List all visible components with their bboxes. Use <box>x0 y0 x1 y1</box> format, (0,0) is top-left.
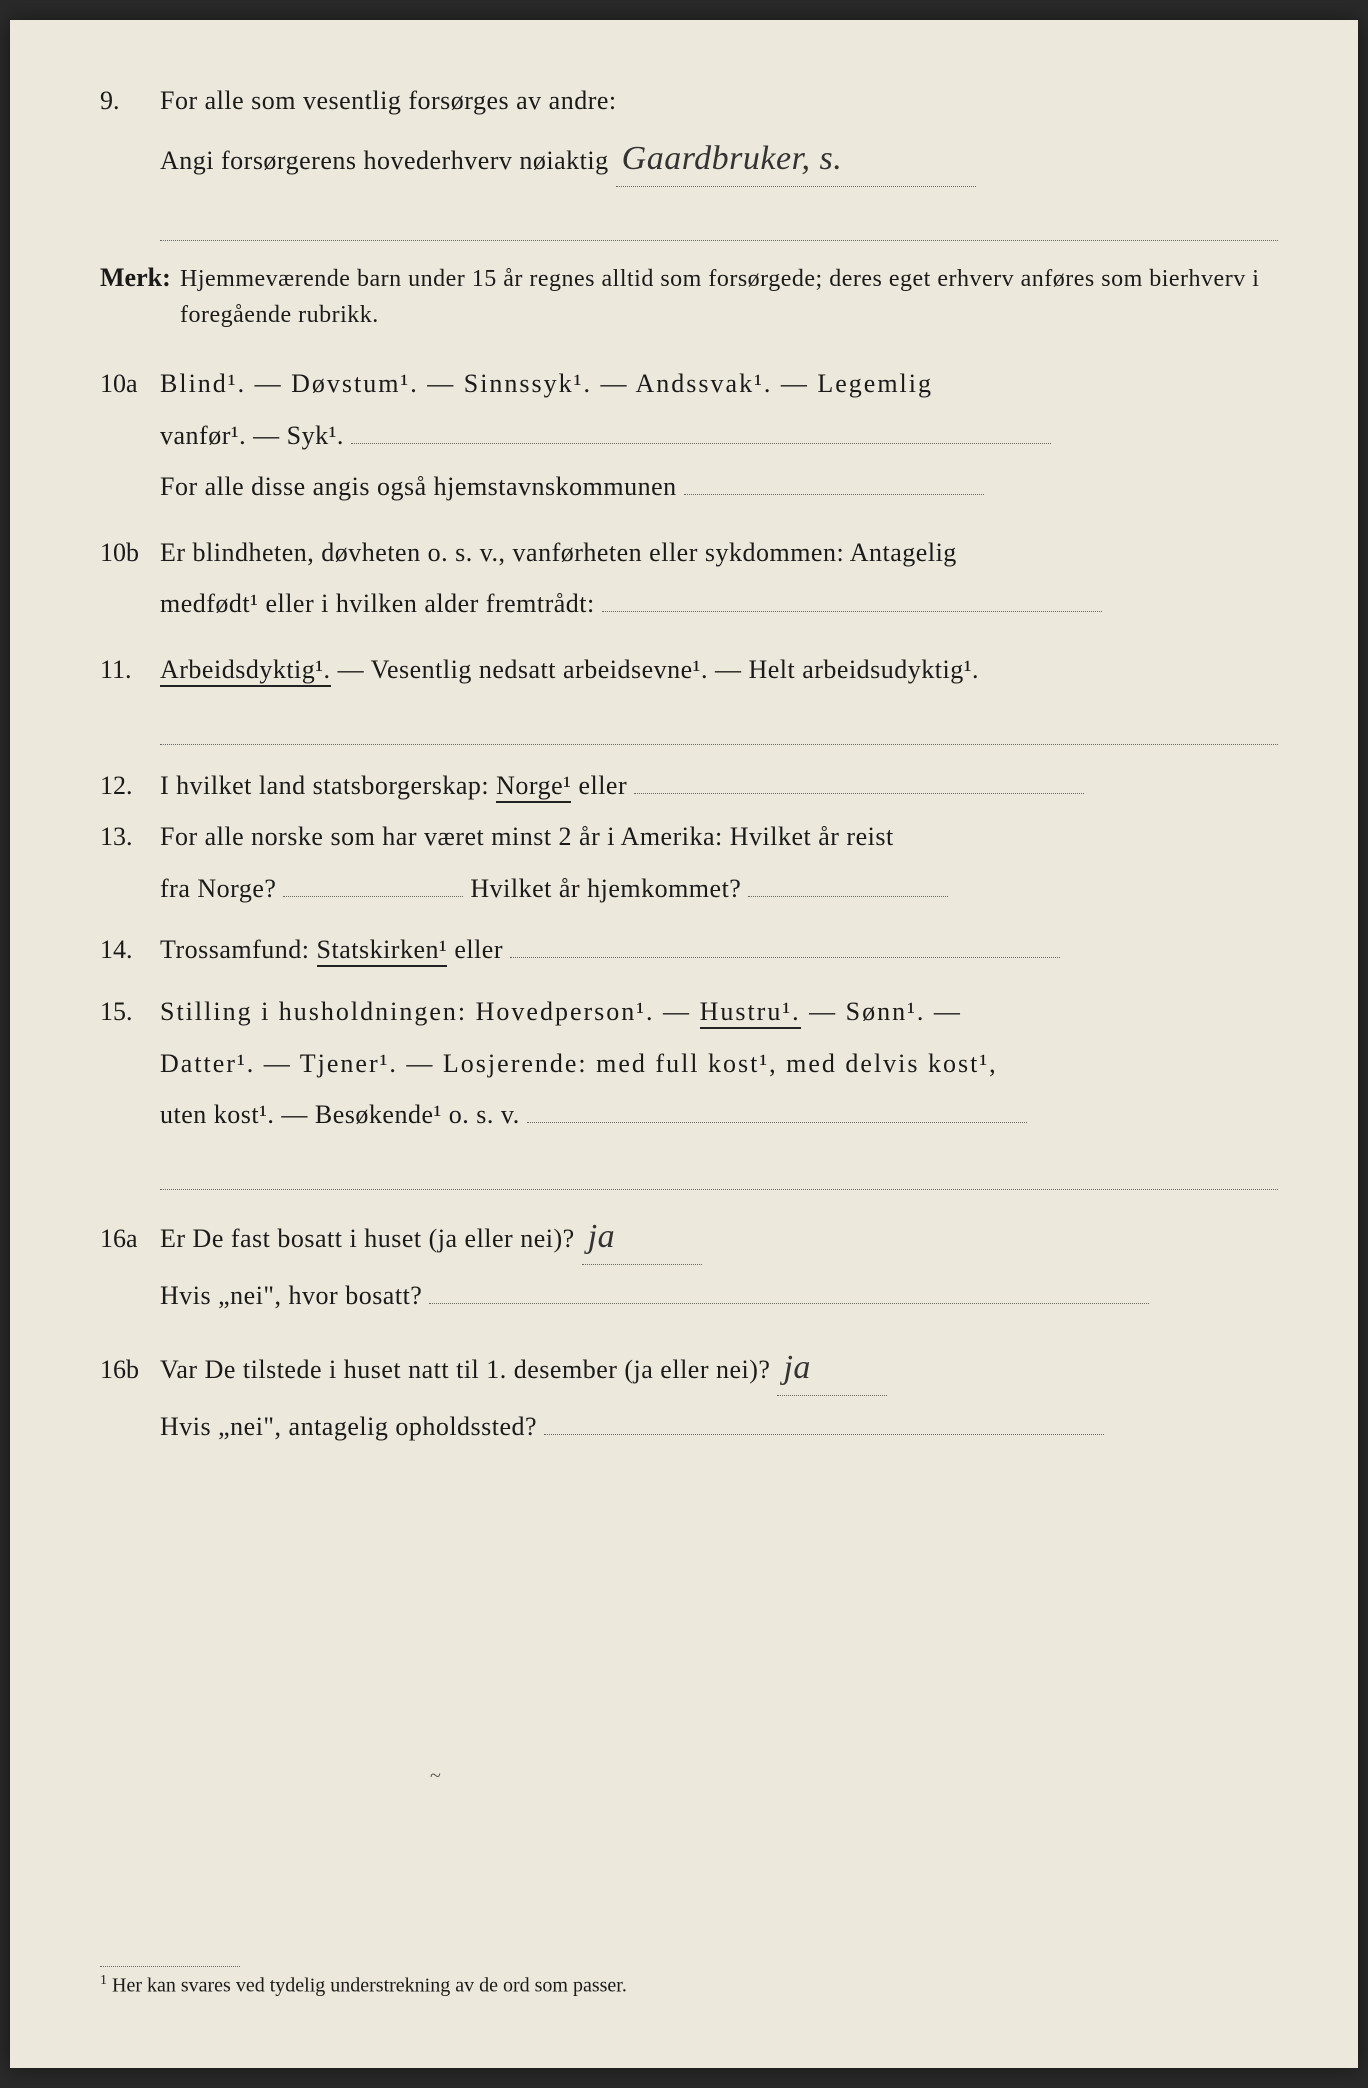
q16b-num: 16b <box>100 1349 160 1391</box>
q10a-num: 10a <box>100 363 160 405</box>
q10a-row1: 10a Blind¹. — Døvstum¹. — Sinnssyk¹. — A… <box>100 363 1278 405</box>
q11-selected: Arbeidsdyktig¹. <box>160 655 331 687</box>
q13-row1: 13. For alle norske som har været minst … <box>100 816 1278 858</box>
q15-line2: Datter¹. — Tjener¹. — Losjerende: med fu… <box>160 1043 1278 1085</box>
footnote: 1 Her kan svares ved tydelig understrekn… <box>100 1966 627 1998</box>
q14-row: 14. Trossamfund: Statskirken¹ eller <box>100 929 1278 971</box>
q11-num: 11. <box>100 649 160 691</box>
q16b-row1: 16b Var De tilstede i huset natt til 1. … <box>100 1341 1278 1396</box>
q11-row: 11. Arbeidsdyktig¹. — Vesentlig nedsatt … <box>100 649 1278 691</box>
q15-row3: uten kost¹. — Besøkende¹ o. s. v. <box>100 1094 1278 1136</box>
merk-text: Hjemmeværende barn under 15 år regnes al… <box>180 261 1278 333</box>
merk-row: Merk: Hjemmeværende barn under 15 år reg… <box>100 257 1278 333</box>
q9-line2: Angi forsørgerens hovederhverv nøiaktig <box>160 146 609 175</box>
q16a-row1: 16a Er De fast bosatt i huset (ja eller … <box>100 1210 1278 1265</box>
q12-row: 12. I hvilket land statsborgerskap: Norg… <box>100 765 1278 807</box>
q10b-row1: 10b Er blindheten, døvheten o. s. v., va… <box>100 532 1278 574</box>
divider <box>160 217 1278 241</box>
q9-row2: Angi forsørgerens hovederhverv nøiaktig … <box>100 132 1278 187</box>
q14-num: 14. <box>100 929 160 971</box>
merk-label: Merk: <box>100 257 180 299</box>
q15-selected: Hustru¹. <box>700 997 801 1029</box>
q16b-row2: Hvis „nei", antagelig opholdssted? <box>100 1406 1278 1448</box>
document-page: 9. For alle som vesentlig forsørges av a… <box>10 20 1358 2068</box>
q10b-text: Er blindheten, døvheten o. s. v., vanfør… <box>160 532 1278 574</box>
q10b-num: 10b <box>100 532 160 574</box>
q9-row1: 9. For alle som vesentlig forsørges av a… <box>100 80 1278 122</box>
q15-row1: 15. Stilling i husholdningen: Hovedperso… <box>100 991 1278 1033</box>
q13-line1: For alle norske som har været minst 2 år… <box>160 816 1278 858</box>
q10a-row3: For alle disse angis også hjemstavnskomm… <box>100 466 1278 508</box>
q16a-row2: Hvis „nei", hvor bosatt? <box>100 1275 1278 1317</box>
q9-num: 9. <box>100 80 160 122</box>
q13-num: 13. <box>100 816 160 858</box>
q16a-num: 16a <box>100 1218 160 1260</box>
mark: ~ <box>430 1765 441 1788</box>
q12-num: 12. <box>100 765 160 807</box>
divider3 <box>160 1166 1278 1190</box>
q12-selected: Norge¹ <box>496 771 571 803</box>
q13-row2: fra Norge? Hvilket år hjemkommet? <box>100 868 1278 910</box>
q14-selected: Statskirken¹ <box>317 935 448 967</box>
q10a-row2: vanfør¹. — Syk¹. <box>100 415 1278 457</box>
q15-row2: Datter¹. — Tjener¹. — Losjerende: med fu… <box>100 1043 1278 1085</box>
q10b-row2: medfødt¹ eller i hvilken alder fremtrådt… <box>100 583 1278 625</box>
q9-line1: For alle som vesentlig forsørges av andr… <box>160 80 1278 122</box>
q16b-answer: ja <box>777 1349 816 1386</box>
divider2 <box>160 721 1278 745</box>
q15-num: 15. <box>100 991 160 1033</box>
q9-answer: Gaardbruker, s. <box>616 140 849 177</box>
q16a-answer: ja <box>582 1218 621 1255</box>
